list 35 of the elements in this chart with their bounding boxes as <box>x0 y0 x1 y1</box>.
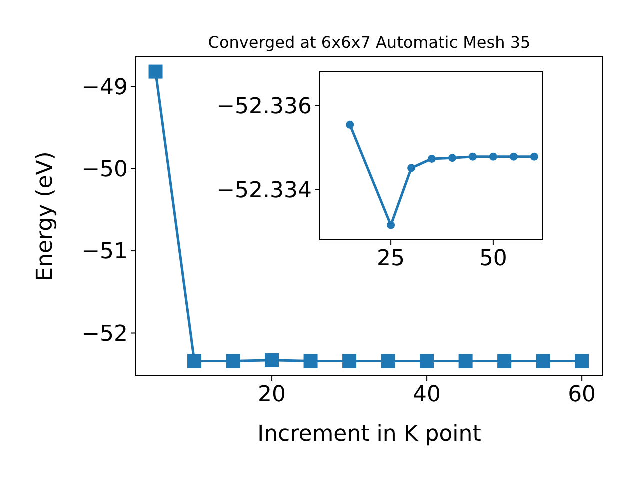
y-axis-title: Energy (eV) <box>33 152 58 282</box>
point <box>510 152 518 161</box>
point <box>265 353 280 368</box>
point <box>575 354 590 368</box>
point <box>536 354 550 368</box>
point <box>148 64 163 79</box>
point <box>448 154 456 162</box>
point <box>346 120 354 129</box>
x-tick-label: 20 <box>258 382 286 408</box>
y-tick-label: −51 <box>82 240 128 265</box>
x-tick-label: 50 <box>479 246 508 272</box>
point <box>420 354 434 368</box>
x-tick-label: 60 <box>568 382 596 408</box>
y-tick-label: −49 <box>82 75 128 100</box>
x-tick-label: 25 <box>377 246 406 272</box>
point <box>342 354 357 368</box>
y-tick-label: −52 <box>82 322 128 347</box>
point <box>188 354 202 368</box>
point <box>226 354 240 368</box>
chart-title: Converged at 6x6x7 Automatic Mesh 35 <box>208 33 531 52</box>
y-tick-label: −52.334 <box>216 178 312 204</box>
y-tick-label: −50 <box>82 158 128 183</box>
y-tick-label: −52.336 <box>216 94 312 120</box>
point <box>498 354 512 368</box>
point <box>408 164 416 172</box>
point <box>381 354 396 368</box>
point <box>530 152 538 161</box>
point <box>458 354 473 368</box>
point <box>304 354 318 368</box>
x-tick-label: 40 <box>413 382 442 408</box>
point <box>428 154 436 163</box>
point <box>468 152 477 161</box>
point <box>387 221 396 230</box>
x-axis-title: Increment in K point <box>258 422 482 447</box>
point <box>489 152 498 161</box>
